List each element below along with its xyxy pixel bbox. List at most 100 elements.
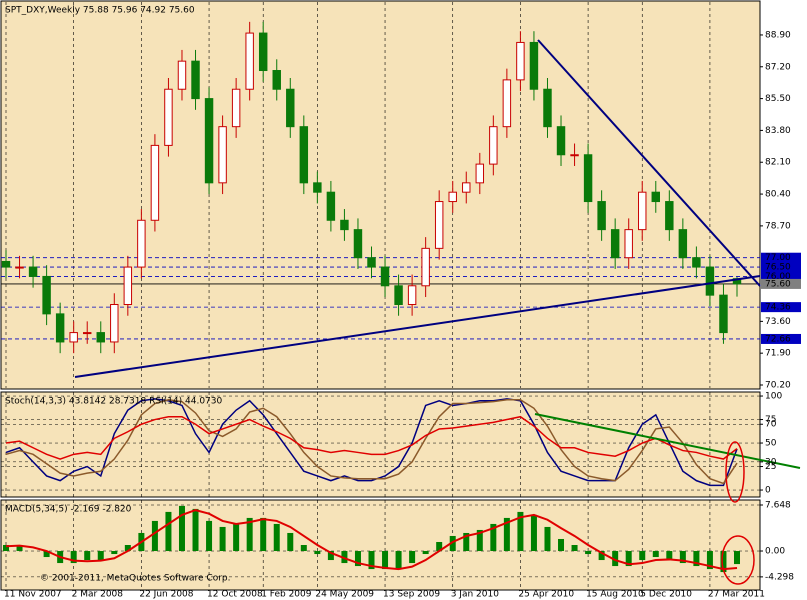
candle-body — [137, 219, 146, 268]
y-tick-label: 0 — [765, 486, 771, 496]
level-label-bg — [761, 262, 801, 273]
candle-body — [15, 266, 24, 269]
macd-bar — [300, 545, 307, 552]
macd-bar — [287, 532, 294, 552]
macd-bar — [395, 551, 402, 570]
macd-bar — [679, 551, 686, 564]
signal-line — [5, 509, 738, 571]
macd-bar — [517, 511, 524, 552]
macd-bar — [3, 545, 9, 552]
candle-body — [543, 88, 552, 128]
candle-body — [610, 229, 620, 259]
y-tick-label: 70.20 — [765, 381, 791, 391]
y-tick-label: 82.10 — [765, 158, 791, 168]
macd-bar — [233, 523, 240, 552]
level-label: 72.66 — [765, 334, 791, 344]
x-tick-label: 15 Aug 2010 — [586, 590, 644, 600]
macd-bar — [260, 517, 267, 552]
y-tick-label: 70 — [765, 420, 777, 430]
candle-body — [502, 79, 512, 128]
y-tick-label: -4.298 — [765, 572, 794, 582]
price-title: SPT_DXY,Weekly 75.88 75.96 74.92 75.60 — [5, 6, 195, 16]
current-label: 75.60 — [765, 279, 791, 289]
candle-body — [286, 88, 295, 128]
candle-body — [380, 266, 390, 287]
macd-bar — [706, 551, 713, 570]
current-label-bg — [761, 278, 801, 289]
candle-body — [719, 294, 728, 334]
y-tick-label: 83.80 — [765, 126, 791, 136]
candle-body — [353, 229, 363, 259]
macd-bar — [124, 545, 131, 552]
y-tick-label: 0.00 — [765, 547, 785, 557]
macd-bar — [625, 551, 632, 567]
macd-title: MACD(5,34,5) -2.169 -2.820 — [5, 505, 132, 515]
candle-body — [313, 182, 322, 193]
trendline — [537, 39, 761, 287]
candle-body — [231, 88, 241, 128]
candle-body — [1, 260, 11, 268]
macd-bar — [178, 505, 185, 552]
macd-bar — [490, 523, 497, 552]
macd-bar — [558, 538, 565, 552]
candle-body — [299, 126, 309, 184]
macd-bar — [219, 526, 226, 552]
macd-bar — [652, 551, 659, 558]
macd-bar — [84, 551, 91, 561]
candle-body — [164, 88, 173, 146]
candle-body — [475, 163, 485, 184]
macd-bar — [273, 523, 280, 552]
candle-body — [407, 285, 417, 306]
candle-body — [123, 266, 133, 306]
level-label: 76.00 — [765, 272, 791, 282]
macd-bar — [246, 517, 253, 552]
y-tick-label: 71.90 — [765, 349, 791, 359]
macd-bar — [666, 551, 673, 561]
x-tick-label: 2 Mar 2008 — [72, 590, 124, 600]
macd-bar — [503, 517, 510, 552]
y-tick-label: 7.648 — [765, 501, 791, 511]
y-tick-label: 25 — [765, 462, 776, 472]
candle-body — [272, 70, 281, 90]
candle-body — [218, 126, 227, 184]
macd-bar — [111, 551, 118, 555]
x-tick-label: 5 Dec 2010 — [640, 590, 692, 600]
candle-body — [678, 229, 688, 259]
trendline — [534, 413, 801, 469]
y-tick-label: 78.70 — [765, 221, 791, 231]
macd-bar — [734, 551, 740, 565]
candle-body — [692, 257, 701, 268]
candle-body — [665, 201, 674, 231]
candle-body — [150, 144, 160, 221]
macd-bar — [598, 551, 605, 561]
macd-bar — [530, 514, 537, 552]
x-tick-label: 24 May 2009 — [315, 590, 374, 600]
x-tick-label: 22 Jun 2008 — [139, 590, 193, 600]
macd-bar — [368, 551, 375, 570]
candle-body — [367, 257, 376, 268]
y-tick-label: 80.40 — [765, 190, 791, 200]
candle-body — [82, 332, 92, 335]
y-tick-label: 75 — [765, 415, 776, 425]
candle-body — [96, 332, 105, 343]
x-tick-label: 12 Oct 2008 — [207, 590, 263, 600]
candle-body — [28, 266, 38, 277]
level-label-bg — [761, 333, 801, 344]
macd-bar — [354, 551, 361, 567]
candle-body — [597, 201, 606, 231]
macd-bar — [436, 541, 443, 552]
candle-body — [191, 60, 200, 100]
candle-body — [69, 332, 78, 343]
macd-bar — [544, 526, 551, 552]
x-tick-label: 25 Apr 2010 — [518, 590, 574, 600]
macd-bar — [151, 520, 158, 552]
x-tick-label: 11 Nov 2007 — [4, 590, 62, 600]
macd-bar — [382, 551, 389, 570]
level-label-bg — [761, 302, 801, 313]
y-tick-label: 73.60 — [765, 317, 791, 327]
macd-bar — [449, 535, 456, 552]
macd-bar — [70, 551, 77, 564]
macd-bar — [571, 545, 578, 552]
level-label-bg — [761, 252, 801, 263]
